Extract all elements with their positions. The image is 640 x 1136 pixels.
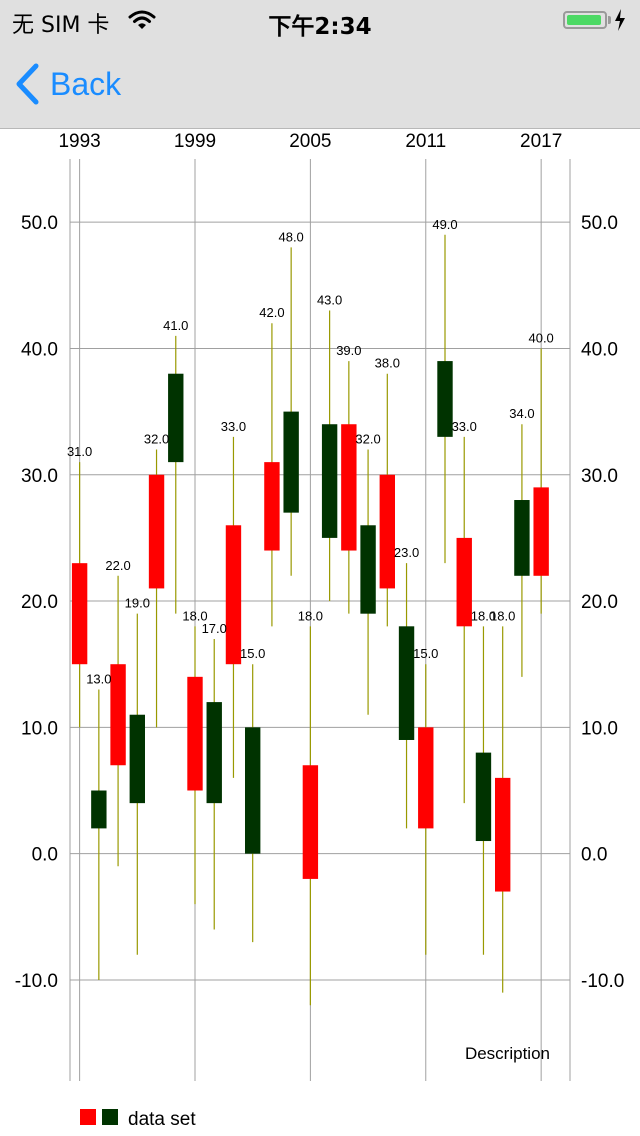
back-button-label: Back [50,65,122,102]
candle-body-decreasing [321,424,338,538]
candle-body-decreasing [168,373,184,463]
back-button[interactable]: Back [14,62,121,106]
candle-high-label: 18.0 [298,608,323,623]
candle-high-label: 43.0 [317,293,342,308]
chart-description: Description [465,1044,550,1063]
candle-body-increasing [418,727,434,829]
candle-high-label: 15.0 [413,646,438,661]
candle-body-increasing [302,765,319,879]
y-tick-label-right: -10.0 [581,971,624,992]
candle-body-decreasing [360,525,376,614]
candle-high-label: 23.0 [394,545,419,560]
y-tick-label-left: 40.0 [21,339,58,360]
candle-high-label: 41.0 [163,318,188,333]
chevron-left-icon [16,63,39,105]
y-tick-label-left: 50.0 [21,213,58,234]
x-tick-label: 1999 [174,131,216,152]
candle-high-label: 18.0 [471,608,496,623]
candle-body-decreasing [475,752,492,842]
y-tick-label-left: -10.0 [15,971,58,992]
candle-high-label: 42.0 [259,305,284,320]
y-tick-label-right: 10.0 [581,718,618,739]
candle-high-label: 49.0 [432,217,457,232]
candle-high-label: 40.0 [528,330,553,345]
x-tick-label: 2005 [289,131,331,152]
wifi-icon [128,10,156,29]
candle-body-decreasing [206,702,222,804]
candle-high-label: 33.0 [452,419,477,434]
candle-high-label: 33.0 [221,419,246,434]
candle-body-decreasing [245,727,261,854]
candle-body-increasing [71,563,88,665]
y-tick-label-left: 10.0 [21,718,58,739]
legend-label: data set [128,1109,196,1130]
candle-body-decreasing [514,500,530,576]
candle-body-decreasing [129,714,145,804]
y-tick-label-left: 30.0 [21,466,58,487]
candle-body-increasing [456,537,472,627]
legend-swatch-increasing [80,1109,96,1125]
status-bar: 无 SIM 卡 下午2:34 [0,0,640,40]
legend-swatch-decreasing [102,1109,118,1125]
candle-body-increasing [379,474,395,589]
charging-icon [615,9,625,31]
candle-body-decreasing [398,626,415,740]
candle-high-label: 31.0 [67,444,92,459]
body-layer [71,361,549,892]
candle-body-increasing [341,424,357,551]
status-time: 下午2:34 [268,14,372,40]
y-tick-label-right: 40.0 [581,339,618,360]
battery-icon [563,11,607,29]
legend: data set [80,1109,196,1130]
axis-layer: 50.0 50.0 40.0 40.0 30.0 30.0 20.0 20.0 10.0 10.0… [15,131,625,992]
y-tick-label-right: 0.0 [581,845,607,866]
candle-high-label: 32.0 [144,431,169,446]
y-tick-label-left: 20.0 [21,592,58,613]
navigation-bar: Back [0,40,640,129]
candle-body-increasing [187,676,203,791]
x-tick-label: 2011 [405,131,446,152]
candle-body-increasing [225,525,242,665]
candle-high-label: 34.0 [509,406,534,421]
candle-body-increasing [148,474,165,589]
candle-high-label: 32.0 [355,431,380,446]
candlestick-chart: 31.013.022.019.032.041.018.017.033.015.0… [15,131,625,1130]
candle-high-label: 18.0 [182,608,207,623]
battery-nub [608,16,611,24]
candle-high-label: 13.0 [86,671,111,686]
candle-body-increasing [110,664,126,766]
y-tick-label-left: 0.0 [32,845,58,866]
candle-high-label: 22.0 [105,558,130,573]
y-tick-label-right: 20.0 [581,592,618,613]
candle-high-label: 19.0 [125,596,150,611]
candle-high-label: 18.0 [490,608,515,623]
candle-body-decreasing [283,411,299,513]
candle-high-label: 48.0 [278,229,303,244]
candle-high-label: 17.0 [202,621,227,636]
candle-body-increasing [264,462,280,551]
y-tick-label-right: 30.0 [581,466,618,487]
x-tick-label: 2017 [520,131,562,152]
candle-body-decreasing [91,790,107,829]
candle-high-label: 15.0 [240,646,265,661]
x-tick-label: 1993 [58,131,100,152]
carrier-label: 无 SIM 卡 [12,13,110,38]
candle-body-increasing [495,777,511,892]
candle-high-label: 39.0 [336,343,361,358]
candle-body-decreasing [437,361,453,437]
battery-fill [567,15,601,25]
candle-body-increasing [533,487,549,576]
value-label-layer: 31.013.022.019.032.041.018.017.033.015.0… [67,217,554,687]
candle-high-label: 38.0 [375,356,400,371]
y-tick-label-right: 50.0 [581,213,618,234]
